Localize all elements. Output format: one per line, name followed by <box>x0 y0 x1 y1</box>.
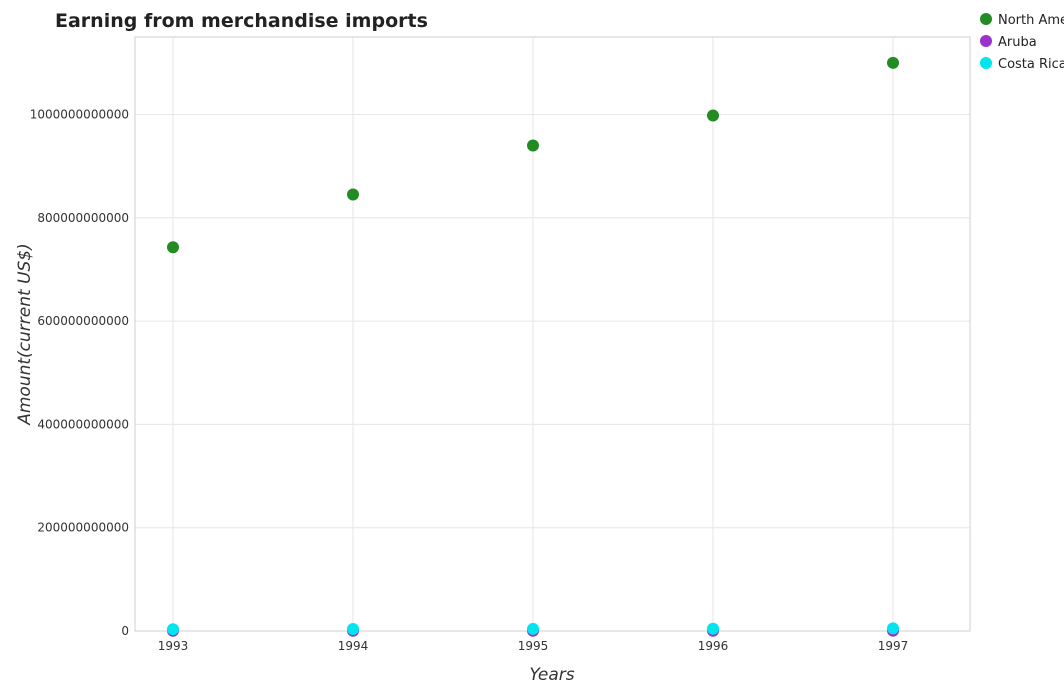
point-north-america <box>167 241 179 254</box>
x-axis-title: Years <box>529 665 574 685</box>
x-tick-label: 1996 <box>698 639 729 653</box>
point-north-america <box>887 56 899 69</box>
point-north-america <box>707 109 719 122</box>
point-costa-rica <box>347 623 359 636</box>
y-tick-label: 400000000000 <box>37 417 129 431</box>
y-axis-ticks: 0 200000000000 400000000000 600000000000 800… <box>30 107 129 638</box>
x-gridlines <box>172 37 894 631</box>
point-north-america <box>527 139 539 152</box>
x-tick-label: 1993 <box>158 639 189 653</box>
plot-frame <box>134 36 971 632</box>
legend-label: North America <box>998 13 1064 28</box>
x-tick-label: 1994 <box>338 639 369 653</box>
legend-marker <box>980 13 992 25</box>
y-tick-label: 1000000000000 <box>30 107 129 121</box>
point-costa-rica <box>527 622 539 635</box>
legend-marker <box>980 35 992 47</box>
y-tick-label: 0 <box>121 624 129 638</box>
plot-area <box>134 36 971 637</box>
data-points <box>167 56 899 637</box>
point-costa-rica <box>887 622 899 635</box>
legend-label: Costa Rica <box>998 57 1064 72</box>
x-tick-label: 1997 <box>878 639 909 653</box>
x-axis-ticks: 1993 1994 1995 1996 1997 <box>158 639 909 653</box>
x-tick-label: 1995 <box>518 639 549 653</box>
y-tick-label: 800000000000 <box>37 211 129 225</box>
point-costa-rica <box>167 623 179 636</box>
legend-marker <box>980 57 992 69</box>
legend: North America Aruba Costa Rica <box>980 13 1064 72</box>
y-tick-label: 200000000000 <box>37 521 129 535</box>
y-axis-title: Amount(current US$) <box>15 243 35 426</box>
point-north-america <box>347 188 359 201</box>
y-gridlines <box>135 113 970 632</box>
legend-label: Aruba <box>998 35 1037 50</box>
chart-title: Earning from merchandise imports <box>55 10 428 32</box>
y-tick-label: 600000000000 <box>37 314 129 328</box>
point-costa-rica <box>707 622 719 635</box>
